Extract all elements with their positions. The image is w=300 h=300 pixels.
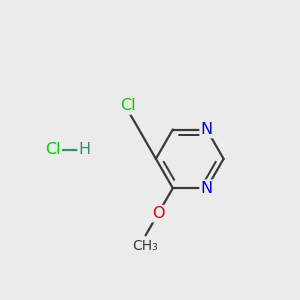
Text: CH₃: CH₃: [133, 239, 158, 253]
Text: O: O: [152, 206, 164, 221]
Text: Cl: Cl: [45, 142, 61, 158]
Text: N: N: [201, 122, 213, 137]
Text: N: N: [201, 181, 213, 196]
Text: H: H: [79, 142, 91, 158]
Text: Cl: Cl: [120, 98, 136, 113]
